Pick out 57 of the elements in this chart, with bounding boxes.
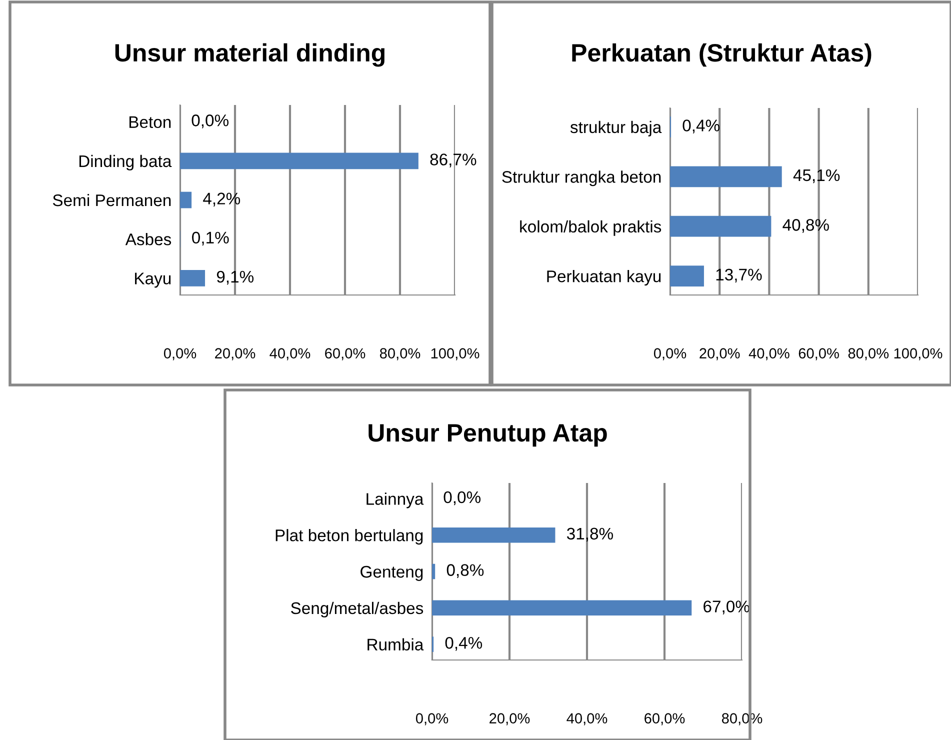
y-tick-label: Semi Permanen — [52, 194, 171, 206]
x-tick-label: 100,0% — [894, 348, 942, 360]
x-tick-label: 40,0% — [270, 348, 310, 360]
data-label: 31,8% — [566, 528, 613, 542]
x-tick-label: 80,0% — [380, 348, 420, 360]
x-tick-label: 80,0% — [848, 348, 889, 360]
x-tick-label: 100,0% — [431, 348, 480, 360]
y-tick-label: Dinding bata — [79, 154, 172, 170]
data-label: 0,0% — [192, 114, 229, 128]
x-tick-label: 60,0% — [798, 348, 839, 360]
data-label: 67,0% — [704, 600, 750, 614]
data-label: 0,4% — [445, 636, 482, 651]
y-tick-label: Rumbia — [368, 638, 424, 651]
data-label: 0,4% — [682, 120, 720, 134]
y-tick-label: Kayu — [135, 272, 171, 288]
data-label: 13,7% — [716, 268, 762, 283]
x-tick-label: 20,0% — [700, 348, 740, 360]
chart-title: Unsur Penutup Atap — [368, 424, 607, 447]
bar — [670, 266, 704, 286]
data-label: 4,2% — [203, 192, 240, 206]
y-tick-label: Struktur rangka beton — [502, 170, 661, 186]
x-tick-label: 40,0% — [566, 713, 608, 726]
chart-title: Unsur material dinding — [115, 43, 384, 67]
data-label: 0,8% — [446, 564, 484, 578]
x-tick-label: 60,0% — [644, 713, 685, 726]
x-tick-label: 20,0% — [490, 713, 530, 726]
bar — [180, 270, 206, 286]
data-label: 0,1% — [192, 232, 229, 246]
x-tick-label: 20,0% — [215, 348, 256, 360]
bar — [432, 527, 556, 543]
y-tick-label: kolom/balok praktis — [520, 220, 662, 236]
data-label: 45,1% — [793, 169, 840, 184]
y-tick-label: Plat beton bertulang — [276, 529, 423, 545]
data-label: 40,8% — [782, 219, 829, 233]
y-tick-label: Genteng — [360, 566, 423, 581]
y-tick-label: Beton — [129, 116, 171, 128]
y-tick-label: Lainnya — [366, 492, 424, 508]
x-tick-label: 0,0% — [654, 348, 686, 360]
bar — [670, 166, 782, 188]
x-tick-label: 0,0% — [416, 713, 448, 726]
bar — [180, 192, 192, 208]
bar — [432, 564, 436, 580]
x-tick-label: 0,0% — [164, 348, 196, 360]
x-tick-label: 80,0% — [722, 713, 762, 726]
y-tick-label: Perkuatan kayu — [547, 270, 661, 286]
y-tick-label: Seng/metal/asbes — [291, 602, 424, 618]
bar — [180, 152, 418, 170]
bar — [670, 216, 772, 237]
data-label: 86,7% — [430, 154, 476, 168]
data-label: 9,1% — [216, 270, 254, 285]
chart-title: Perkuatan (Struktur Atas) — [572, 43, 872, 67]
y-tick-label: struktur baja — [570, 120, 662, 136]
bar — [432, 600, 692, 616]
x-tick-label: 60,0% — [325, 348, 366, 360]
y-tick-label: Asbes — [125, 233, 172, 246]
x-tick-label: 40,0% — [748, 348, 790, 360]
data-label: 0,0% — [444, 491, 481, 506]
